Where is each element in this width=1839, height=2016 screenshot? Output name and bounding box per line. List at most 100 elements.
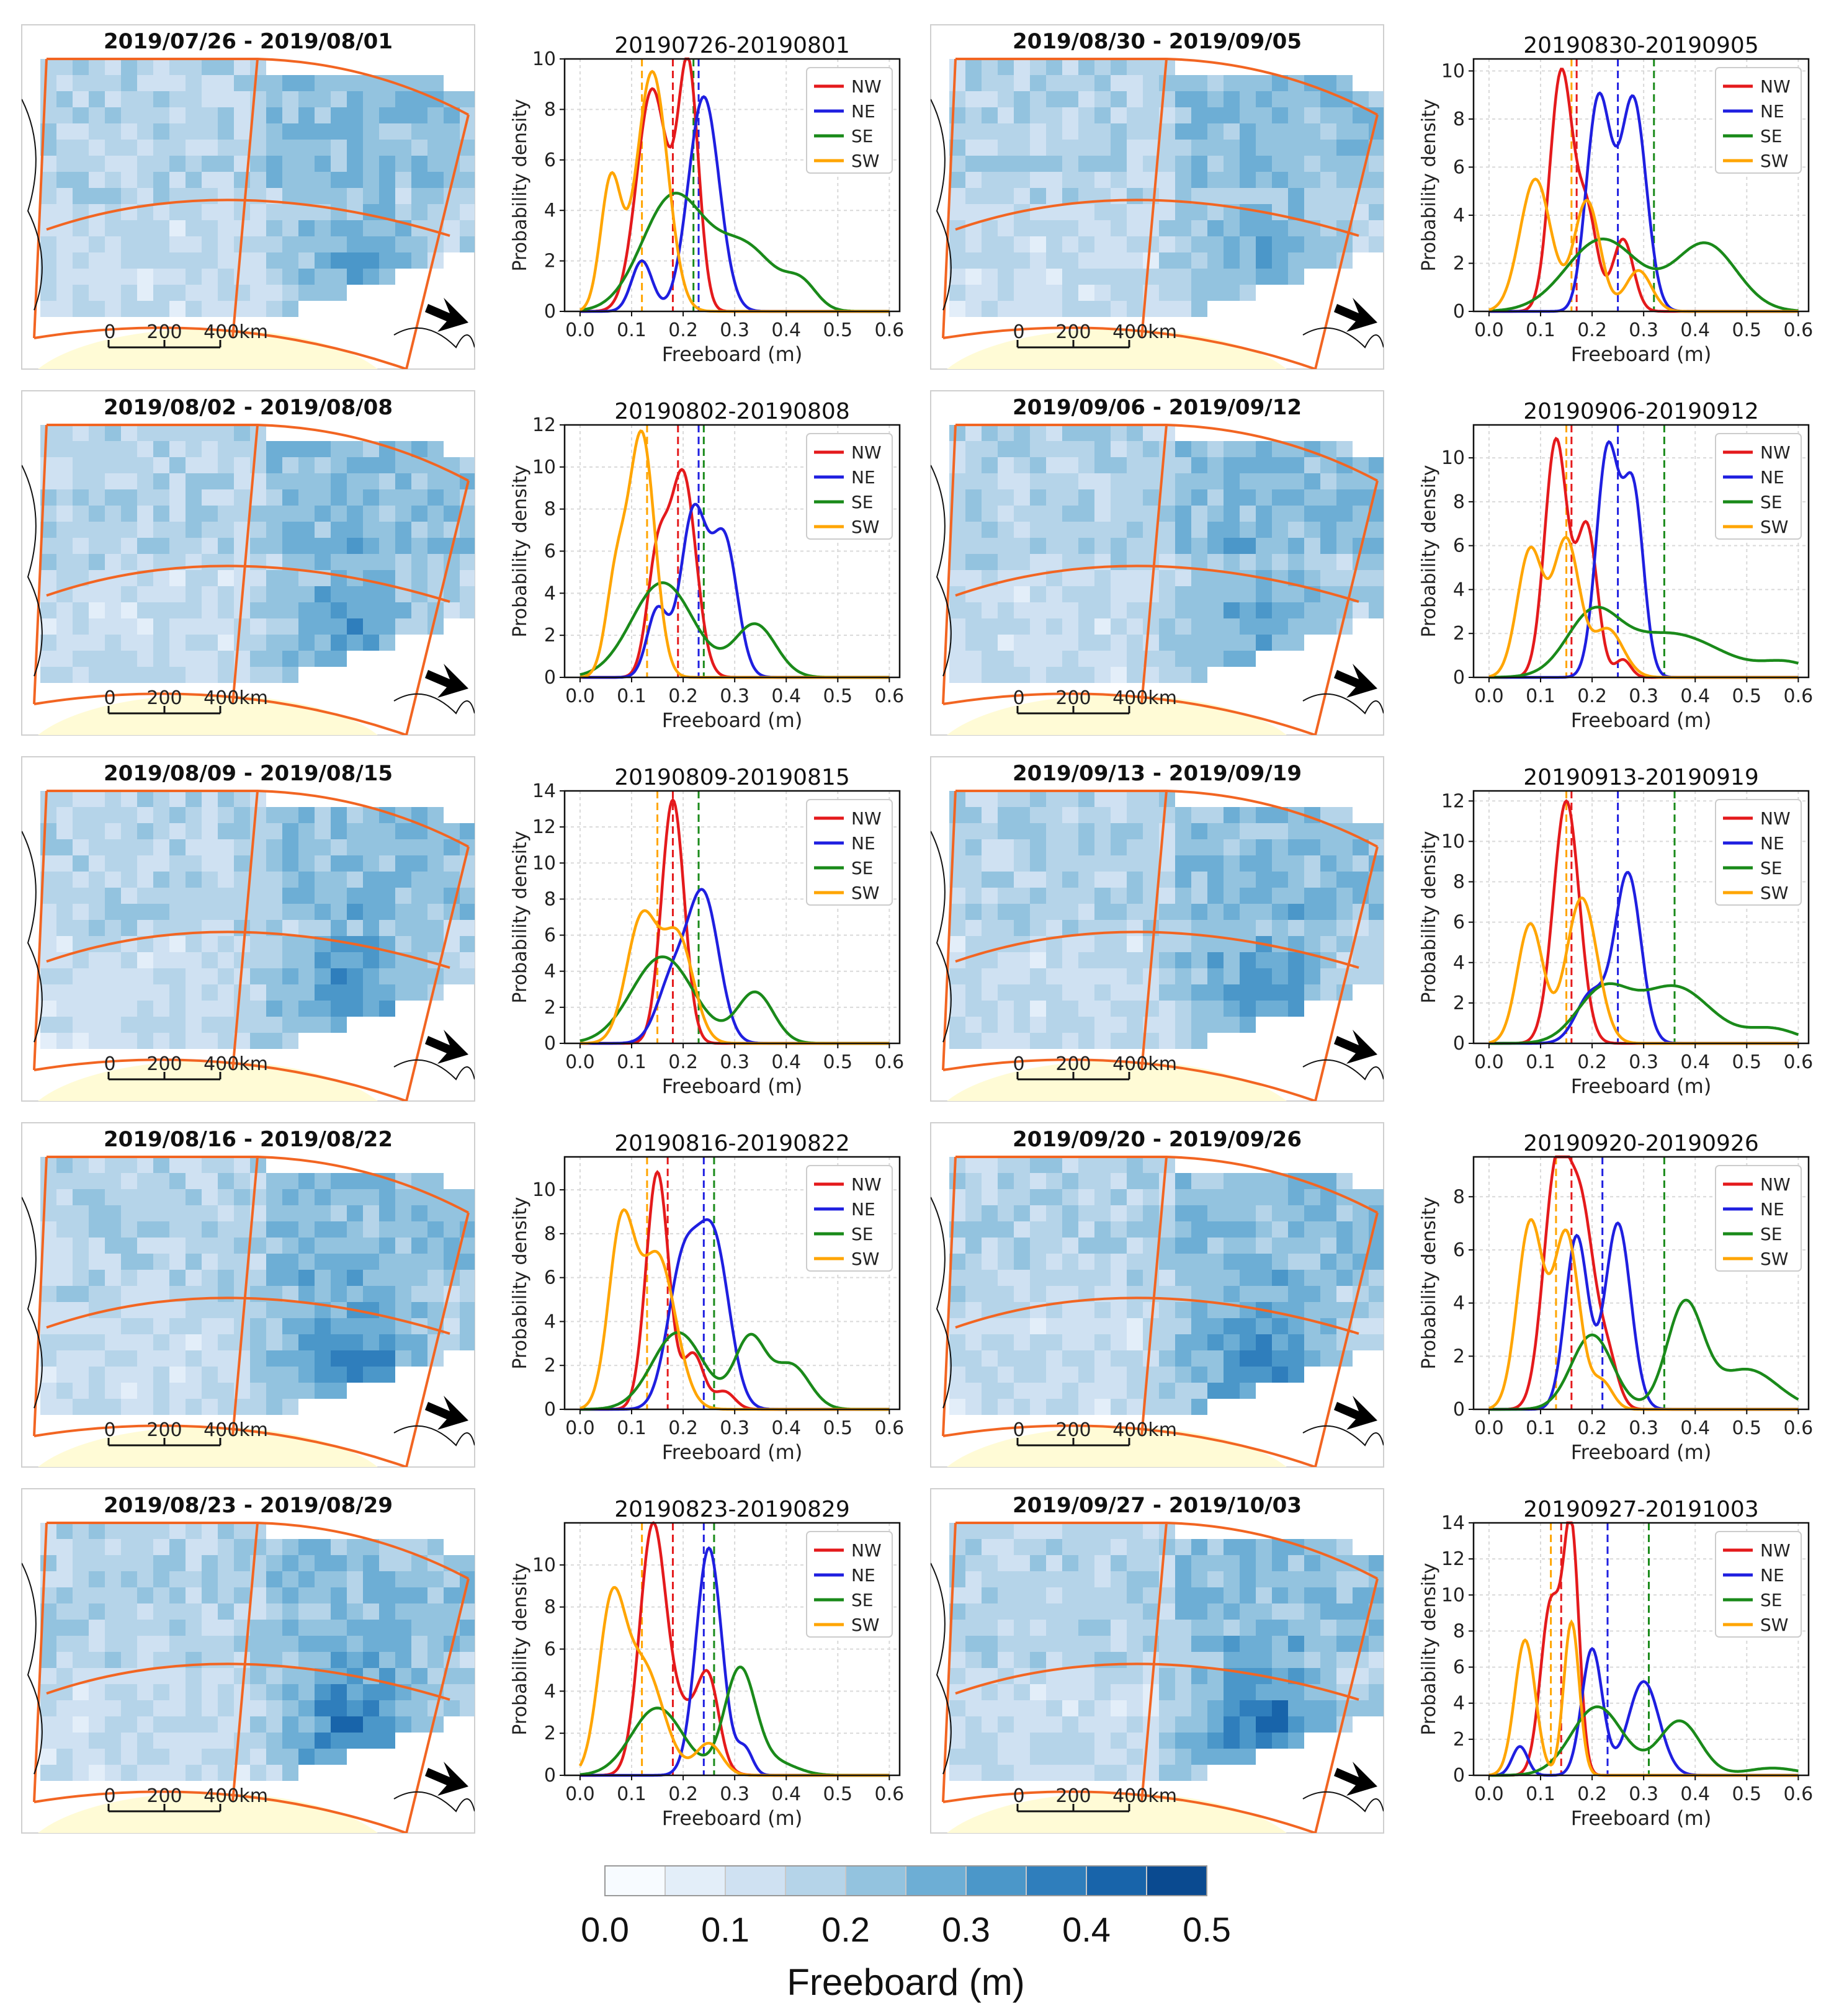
freeboard-cell (1062, 1001, 1078, 1017)
freeboard-cell (218, 586, 234, 602)
freeboard-cell (89, 1571, 105, 1587)
freeboard-cell (1240, 904, 1256, 920)
freeboard-cell (1369, 920, 1384, 936)
freeboard-cell (427, 107, 444, 123)
freeboard-cell (1062, 1668, 1078, 1684)
freeboard-cell (1143, 1733, 1159, 1749)
freeboard-cell (266, 807, 282, 823)
y-tick-label: 0 (1453, 301, 1465, 323)
freeboard-cell (965, 1523, 982, 1539)
legend-box (1715, 1165, 1802, 1272)
freeboard-cell (56, 1620, 73, 1636)
freeboard-cell (266, 667, 282, 683)
freeboard-cell (1094, 123, 1111, 140)
freeboard-cell (1191, 1716, 1207, 1733)
freeboard-cell (1320, 1350, 1336, 1367)
pdf-chart: 0.0 0.1 0.2 0.3 0.4 0.5 0.60246820190920-20190… (1418, 1131, 1813, 1464)
freeboard-cell (137, 554, 153, 570)
freeboard-cell (347, 1733, 363, 1749)
freeboard-cell (1272, 1367, 1288, 1383)
freeboard-cell (56, 1001, 73, 1017)
freeboard-cell (234, 1539, 250, 1555)
freeboard-cell (1224, 1749, 1240, 1765)
freeboard-cell (1046, 1571, 1062, 1587)
freeboard-cell (202, 586, 218, 602)
freeboard-cell (1175, 1254, 1191, 1270)
freeboard-cell (1288, 855, 1304, 872)
y-tick-label: 8 (1453, 109, 1465, 130)
freeboard-cell (315, 1716, 331, 1733)
freeboard-cell (1046, 1733, 1062, 1749)
freeboard-cell (1111, 570, 1127, 586)
freeboard-cell (1175, 538, 1191, 554)
x-tick-label: 0.1 (1526, 1417, 1555, 1439)
freeboard-cell (347, 1334, 363, 1350)
freeboard-cell (998, 140, 1014, 156)
freeboard-cell (121, 920, 137, 936)
freeboard-cell (1207, 570, 1224, 586)
freeboard-cell (1159, 952, 1175, 968)
freeboard-cell (331, 1238, 347, 1254)
freeboard-cell (1030, 301, 1046, 317)
freeboard-cell (1304, 823, 1320, 839)
freeboard-cell (56, 984, 73, 1001)
freeboard-cell (202, 1017, 218, 1033)
freeboard-cell (1175, 1603, 1191, 1620)
freeboard-cell (169, 252, 186, 269)
freeboard-cell (169, 1749, 186, 1765)
freeboard-cell (1256, 1173, 1272, 1189)
freeboard-cell (1175, 1001, 1191, 1017)
freeboard-cell (250, 1765, 266, 1781)
freeboard-cell (105, 123, 121, 140)
freeboard-cell (1062, 522, 1078, 538)
y-tick-label: 4 (1453, 205, 1465, 226)
freeboard-cell (153, 1173, 169, 1189)
chart-title: 20190920-20190926 (1523, 1131, 1758, 1156)
freeboard-cell (1369, 204, 1384, 220)
freeboard-cell (1014, 1636, 1030, 1652)
freeboard-cell (1062, 140, 1078, 156)
freeboard-cell (1175, 872, 1191, 888)
legend-label: SE (1760, 126, 1782, 146)
freeboard-cell (1336, 1539, 1353, 1555)
freeboard-cell (1175, 586, 1191, 602)
freeboard-cell (1127, 904, 1143, 920)
colorbar-swatch (965, 1865, 1027, 1896)
freeboard-cell (1111, 1238, 1127, 1254)
legend-box (1715, 799, 1802, 906)
freeboard-cell (282, 1749, 298, 1765)
freeboard-cell (444, 140, 460, 156)
freeboard-cell (411, 984, 427, 1001)
freeboard-cell (266, 651, 282, 667)
freeboard-cell (379, 1270, 395, 1286)
freeboard-cell (186, 1668, 202, 1684)
sector-right-edge (1314, 846, 1379, 1101)
freeboard-cell (1304, 1238, 1320, 1254)
freeboard-cell (395, 1270, 411, 1286)
freeboard-cell (1224, 807, 1240, 823)
freeboard-cell (395, 1652, 411, 1668)
freeboard-cell (56, 807, 73, 823)
freeboard-cell (1111, 904, 1127, 920)
freeboard-cell (266, 618, 282, 635)
freeboard-cell (73, 554, 89, 570)
freeboard-cell (1127, 75, 1143, 91)
freeboard-cell (40, 1668, 56, 1684)
freeboard-cell (1030, 188, 1046, 204)
freeboard-cell (347, 236, 363, 252)
freeboard-cell (1111, 823, 1127, 839)
freeboard-cell (1127, 1716, 1143, 1733)
freeboard-cell (1030, 220, 1046, 236)
freeboard-cell (949, 457, 965, 473)
freeboard-cell (1030, 91, 1046, 107)
freeboard-cell (186, 1399, 202, 1415)
freeboard-cell (411, 1636, 427, 1652)
freeboard-cell (1078, 220, 1094, 236)
freeboard-cell (965, 538, 982, 554)
freeboard-cell (137, 968, 153, 984)
freeboard-cell (949, 252, 965, 269)
freeboard-cell (1062, 839, 1078, 855)
y-tick-label: 14 (1441, 1512, 1465, 1534)
freeboard-cell (1272, 1620, 1288, 1636)
